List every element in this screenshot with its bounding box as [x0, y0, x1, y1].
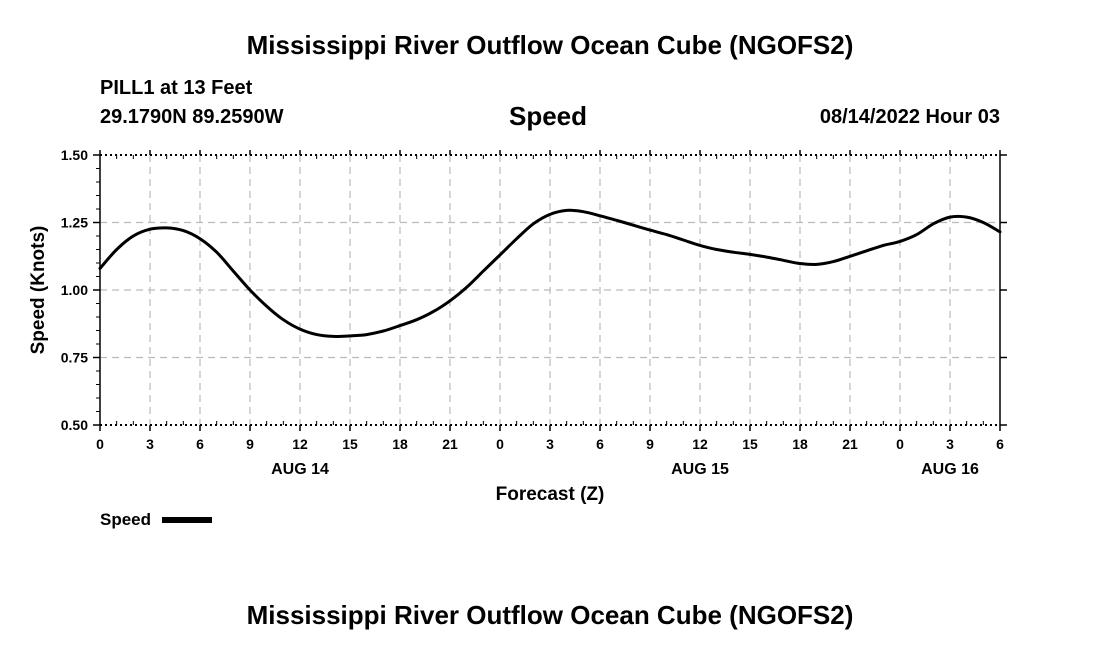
x-tick-label: 3	[946, 436, 954, 452]
x-tick-label: 18	[792, 436, 808, 452]
y-tick-label: 0.50	[61, 417, 88, 433]
x-tick-label: 0	[96, 436, 104, 452]
x-tick-label: 15	[742, 436, 758, 452]
x-tick-label: 9	[646, 436, 654, 452]
x-tick-label: 12	[292, 436, 308, 452]
y-tick-label: 0.75	[61, 350, 88, 366]
x-tick-label: 6	[596, 436, 604, 452]
speed-series-line	[98, 208, 1002, 338]
datetime-label: 08/14/2022 Hour 03	[819, 106, 1000, 128]
x-tick-label: 18	[392, 436, 408, 452]
x-tick-label: 3	[546, 436, 554, 452]
x-tick-label: 9	[246, 436, 254, 452]
x-tick-label: 0	[496, 436, 504, 452]
x-tick-label: 21	[842, 436, 858, 452]
legend-label: Speed	[100, 510, 152, 529]
variable-title: Speed	[509, 101, 588, 131]
x-tick-label: 3	[146, 436, 154, 452]
y-tick-label: 1.00	[61, 282, 88, 298]
main-title: Mississippi River Outflow Ocean Cube (NG…	[246, 30, 854, 60]
y-tick-label: 1.25	[61, 215, 88, 231]
date-label: AUG 16	[921, 461, 979, 478]
x-tick-label: 21	[442, 436, 458, 452]
coordinates-label: 29.1790N 89.2590W	[100, 106, 284, 128]
y-axis-label: Speed (Knots)	[28, 226, 49, 355]
y-tick-label: 1.50	[61, 147, 88, 163]
bottom-title: Mississippi River Outflow Ocean Cube (NG…	[246, 600, 854, 630]
x-tick-label: 6	[996, 436, 1004, 452]
x-tick-label: 0	[896, 436, 904, 452]
x-tick-label: 15	[342, 436, 358, 452]
station-label: PILL1 at 13 Feet	[100, 77, 253, 99]
x-tick-label: 12	[692, 436, 708, 452]
x-tick-label: 6	[196, 436, 204, 452]
date-label: AUG 14	[271, 461, 329, 478]
x-axis-label: Forecast (Z)	[496, 484, 605, 505]
date-label: AUG 15	[671, 461, 729, 478]
legend-swatch	[162, 517, 212, 523]
